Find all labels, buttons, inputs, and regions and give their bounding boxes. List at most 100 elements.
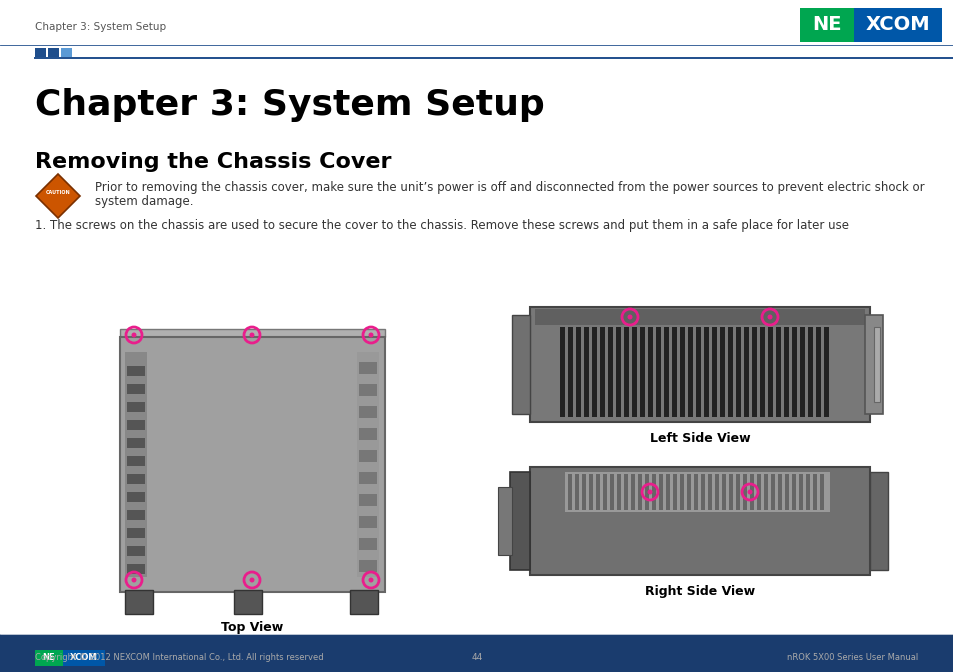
FancyBboxPatch shape [617, 474, 620, 510]
FancyBboxPatch shape [820, 474, 823, 510]
FancyBboxPatch shape [638, 474, 641, 510]
Text: Prior to removing the chassis cover, make sure the unit’s power is off and disco: Prior to removing the chassis cover, mak… [95, 181, 923, 194]
FancyBboxPatch shape [358, 362, 376, 374]
FancyBboxPatch shape [0, 634, 953, 672]
FancyBboxPatch shape [742, 474, 746, 510]
Text: nROK 5X00 Series User Manual: nROK 5X00 Series User Manual [786, 653, 917, 663]
FancyBboxPatch shape [720, 327, 724, 417]
FancyBboxPatch shape [510, 472, 530, 570]
Circle shape [647, 489, 652, 495]
FancyBboxPatch shape [358, 450, 376, 462]
FancyBboxPatch shape [581, 474, 585, 510]
FancyBboxPatch shape [127, 546, 145, 556]
FancyBboxPatch shape [576, 327, 580, 417]
FancyBboxPatch shape [61, 48, 71, 57]
FancyBboxPatch shape [823, 327, 828, 417]
FancyBboxPatch shape [815, 327, 821, 417]
FancyBboxPatch shape [127, 456, 145, 466]
Text: NE: NE [43, 653, 55, 663]
FancyBboxPatch shape [623, 327, 628, 417]
Text: Chapter 3: System Setup: Chapter 3: System Setup [35, 22, 166, 32]
FancyBboxPatch shape [530, 307, 869, 422]
Polygon shape [36, 174, 80, 218]
FancyBboxPatch shape [656, 327, 660, 417]
FancyBboxPatch shape [127, 366, 145, 376]
FancyBboxPatch shape [616, 327, 620, 417]
FancyBboxPatch shape [679, 327, 684, 417]
FancyBboxPatch shape [800, 327, 804, 417]
FancyBboxPatch shape [672, 474, 677, 510]
FancyBboxPatch shape [778, 474, 781, 510]
Circle shape [132, 577, 136, 583]
FancyBboxPatch shape [350, 590, 377, 614]
FancyBboxPatch shape [588, 474, 593, 510]
Circle shape [627, 314, 632, 319]
FancyBboxPatch shape [791, 327, 796, 417]
Text: 44: 44 [471, 653, 482, 663]
FancyBboxPatch shape [358, 560, 376, 572]
Text: XCOM: XCOM [71, 653, 98, 663]
FancyBboxPatch shape [599, 327, 604, 417]
Circle shape [368, 333, 374, 337]
FancyBboxPatch shape [751, 327, 757, 417]
FancyBboxPatch shape [665, 474, 669, 510]
FancyBboxPatch shape [700, 474, 704, 510]
FancyBboxPatch shape [127, 420, 145, 430]
FancyBboxPatch shape [575, 474, 578, 510]
FancyBboxPatch shape [596, 474, 599, 510]
FancyBboxPatch shape [763, 474, 767, 510]
FancyBboxPatch shape [659, 474, 662, 510]
FancyBboxPatch shape [567, 474, 572, 510]
FancyBboxPatch shape [873, 327, 879, 402]
FancyBboxPatch shape [592, 327, 597, 417]
FancyBboxPatch shape [791, 474, 795, 510]
Text: Top View: Top View [221, 620, 283, 634]
FancyBboxPatch shape [760, 327, 764, 417]
FancyBboxPatch shape [767, 327, 772, 417]
FancyBboxPatch shape [727, 327, 732, 417]
FancyBboxPatch shape [770, 474, 774, 510]
FancyBboxPatch shape [663, 327, 668, 417]
Circle shape [132, 333, 136, 337]
Circle shape [368, 577, 374, 583]
FancyBboxPatch shape [358, 384, 376, 396]
FancyBboxPatch shape [120, 337, 385, 592]
FancyBboxPatch shape [721, 474, 725, 510]
FancyBboxPatch shape [623, 474, 627, 510]
FancyBboxPatch shape [358, 516, 376, 528]
FancyBboxPatch shape [686, 474, 690, 510]
FancyBboxPatch shape [607, 327, 613, 417]
FancyBboxPatch shape [783, 327, 788, 417]
FancyBboxPatch shape [644, 474, 648, 510]
FancyBboxPatch shape [127, 564, 145, 574]
FancyBboxPatch shape [564, 472, 829, 512]
Text: 1. The screws on the chassis are used to secure the cover to the chassis. Remove: 1. The screws on the chassis are used to… [35, 218, 848, 231]
FancyBboxPatch shape [356, 352, 378, 577]
FancyBboxPatch shape [567, 327, 573, 417]
FancyBboxPatch shape [127, 384, 145, 394]
FancyBboxPatch shape [497, 487, 512, 555]
FancyBboxPatch shape [799, 474, 802, 510]
FancyBboxPatch shape [757, 474, 760, 510]
FancyBboxPatch shape [125, 590, 152, 614]
FancyBboxPatch shape [583, 327, 588, 417]
Circle shape [767, 314, 772, 319]
FancyBboxPatch shape [775, 327, 781, 417]
FancyBboxPatch shape [651, 474, 656, 510]
FancyBboxPatch shape [127, 510, 145, 520]
FancyBboxPatch shape [869, 472, 887, 570]
FancyBboxPatch shape [233, 590, 262, 614]
Text: Removing the Chassis Cover: Removing the Chassis Cover [35, 152, 391, 172]
FancyBboxPatch shape [358, 494, 376, 506]
FancyBboxPatch shape [127, 528, 145, 538]
FancyBboxPatch shape [609, 474, 614, 510]
FancyBboxPatch shape [631, 327, 637, 417]
FancyBboxPatch shape [358, 406, 376, 418]
FancyBboxPatch shape [853, 8, 941, 42]
FancyBboxPatch shape [127, 402, 145, 412]
FancyBboxPatch shape [679, 474, 683, 510]
Circle shape [250, 577, 254, 583]
FancyBboxPatch shape [812, 474, 816, 510]
FancyBboxPatch shape [530, 467, 869, 575]
FancyBboxPatch shape [639, 327, 644, 417]
